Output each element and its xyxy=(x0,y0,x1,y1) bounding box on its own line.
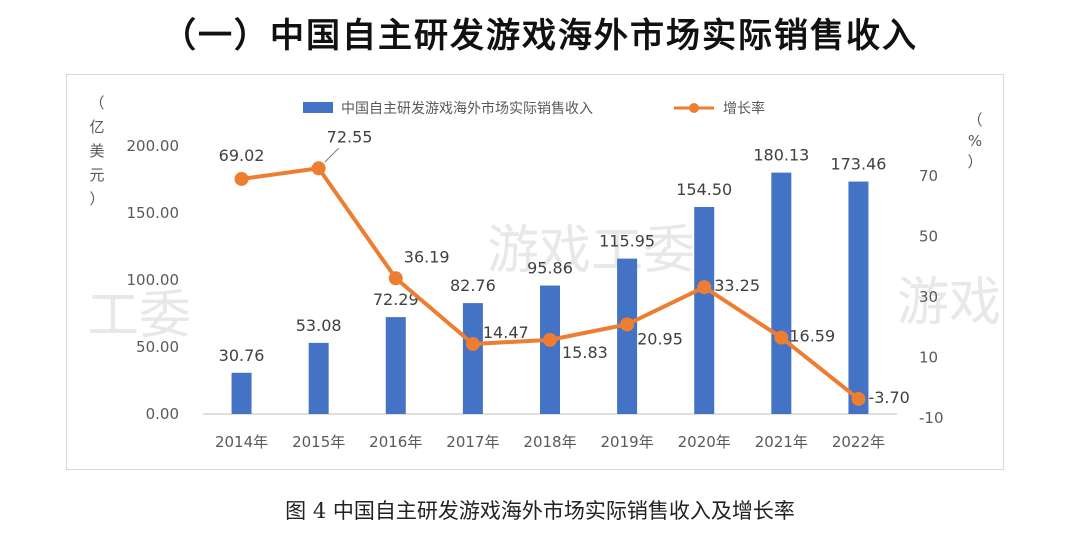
bar-data-label: 30.76 xyxy=(219,346,265,365)
growth-data-label: 69.02 xyxy=(219,146,265,165)
growth-point xyxy=(851,391,866,406)
chart-frame: 游戏工委工委 游戏 0.00 50.00 100.00 150.00 200.00 -10 10… xyxy=(66,74,1004,470)
right-axis-tick-label: 10 xyxy=(919,349,938,367)
bar xyxy=(617,258,638,414)
right-axis-label-char: ） xyxy=(967,153,982,171)
bar xyxy=(848,181,869,414)
growth-point xyxy=(311,161,326,176)
x-axis-tick-label: 2018年 xyxy=(523,433,576,451)
page-heading: （一）中国自主研发游戏海外市场实际销售收入 xyxy=(162,16,918,56)
bar-data-label: 72.29 xyxy=(373,290,419,309)
watermark-text: 游戏 xyxy=(897,273,1001,333)
bar-data-label: 173.46 xyxy=(830,155,886,174)
legend-bar-label: 中国自主研发游戏海外市场实际销售收入 xyxy=(341,100,593,117)
growth-point xyxy=(620,317,635,332)
growth-data-label: 72.55 xyxy=(327,127,373,146)
growth-data-label: 20.95 xyxy=(637,329,683,348)
growth-point xyxy=(697,280,712,295)
growth-data-label: 36.19 xyxy=(404,247,450,266)
bar-data-label: 154.50 xyxy=(676,180,732,199)
legend-line-label: 增长率 xyxy=(723,100,765,117)
legend-line-marker xyxy=(689,103,699,113)
watermark-text: 工委 xyxy=(87,286,191,346)
bar xyxy=(694,206,715,414)
bar-data-label: 82.76 xyxy=(450,276,496,295)
right-axis-tick-label: 50 xyxy=(919,228,938,246)
bar xyxy=(231,372,252,414)
label-leader-line xyxy=(324,147,340,163)
left-axis-tick-label: 200.00 xyxy=(127,137,180,155)
right-axis-tick-label: 70 xyxy=(919,167,938,185)
left-axis-label-char: 美 xyxy=(89,142,104,160)
right-axis-label-char: （ xyxy=(967,111,982,129)
growth-point xyxy=(543,332,557,347)
x-axis-tick-label: 2020年 xyxy=(678,433,731,451)
growth-data-label: 15.83 xyxy=(562,343,608,362)
right-axis-tick-label: 30 xyxy=(919,288,938,306)
legend-bar-swatch xyxy=(303,102,333,113)
left-axis-tick-label: 50.00 xyxy=(136,338,179,356)
left-axis-tick-label: 0.00 xyxy=(146,405,179,423)
left-axis-label-char: 元 xyxy=(89,166,104,184)
x-axis-tick-label: 2015年 xyxy=(292,433,345,451)
bar xyxy=(308,342,329,414)
bar-data-label: 180.13 xyxy=(753,146,809,165)
bar xyxy=(462,303,483,414)
left-axis-label-char: ） xyxy=(89,190,104,208)
x-axis-tick-label: 2019年 xyxy=(601,433,654,451)
growth-point xyxy=(774,330,789,345)
growth-point xyxy=(234,171,249,186)
x-axis-tick-label: 2016年 xyxy=(369,433,422,451)
left-axis-label-char: 亿 xyxy=(89,118,104,136)
growth-data-label: 33.25 xyxy=(714,276,760,295)
growth-data-label: 14.47 xyxy=(483,323,529,342)
left-axis-tick-label: 100.00 xyxy=(127,271,180,289)
growth-data-label: -3.70 xyxy=(868,388,909,407)
right-axis-tick-label: -10 xyxy=(919,409,944,427)
growth-point xyxy=(388,271,403,286)
bar xyxy=(771,172,792,414)
bar xyxy=(385,317,406,414)
x-axis-tick-label: 2022年 xyxy=(832,433,885,451)
figure-caption: 图 4 中国自主研发游戏海外市场实际销售收入及增长率 xyxy=(285,499,795,523)
bar-data-label: 95.86 xyxy=(527,259,573,278)
x-axis-tick-label: 2017年 xyxy=(446,433,499,451)
x-axis-tick-label: 2021年 xyxy=(755,433,808,451)
left-axis-label-char: （ xyxy=(89,94,104,112)
growth-data-label: 16.59 xyxy=(789,327,835,346)
bar-data-label: 53.08 xyxy=(296,316,342,335)
bar xyxy=(540,285,560,414)
growth-point xyxy=(465,336,480,351)
bar-data-label: 115.95 xyxy=(599,232,655,251)
watermark-text: 游戏工委 xyxy=(487,221,695,281)
right-axis-label-char: % xyxy=(968,132,982,150)
left-axis-tick-label: 150.00 xyxy=(127,204,180,222)
x-axis-tick-label: 2014年 xyxy=(215,433,268,451)
